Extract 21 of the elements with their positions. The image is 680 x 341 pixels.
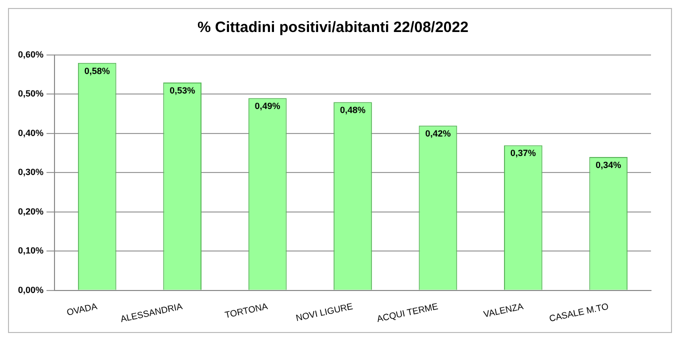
x-tick-label: OVADA [66, 301, 98, 318]
data-label: 0,37% [510, 148, 536, 158]
y-tick-label: 0,00% [18, 284, 44, 295]
y-tick-label: 0,20% [18, 206, 44, 216]
x-tick-label: CASALE M.TO [548, 301, 610, 324]
y-tick-label: 0,30% [18, 167, 44, 178]
y-tick-label: 0,40% [18, 128, 44, 138]
data-label: 0,34% [596, 160, 622, 170]
x-tick-label: VALENZA [482, 301, 524, 320]
y-tick-label: 0,60% [18, 49, 44, 60]
data-label: 0,42% [425, 128, 451, 139]
x-tick-label: ACQUI TERME [376, 301, 439, 324]
data-label: 0,48% [340, 105, 366, 116]
x-tick-label: TORTONA [224, 301, 268, 320]
y-tick-label: 0,50% [18, 88, 44, 99]
data-label: 0,58% [84, 66, 110, 76]
data-label: 0,49% [254, 101, 280, 112]
x-tick-label: NOVI LIGURE [294, 301, 354, 324]
chart-title: % Cittadini positivi/abitanti 22/08/2022 [198, 19, 468, 36]
y-tick-label: 0,10% [18, 246, 44, 256]
data-label: 0,53% [170, 85, 196, 96]
